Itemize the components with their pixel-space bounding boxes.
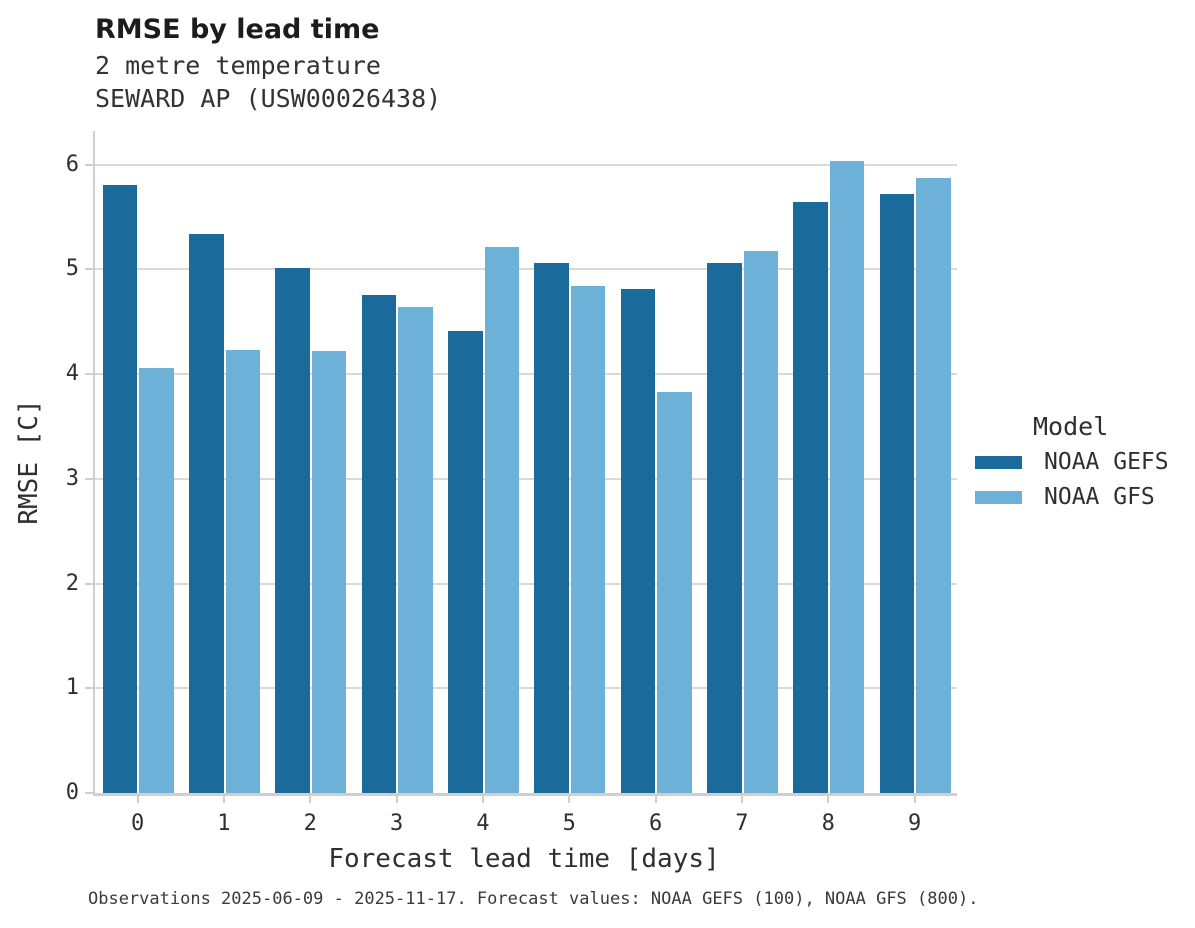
y-tick-mark bbox=[85, 268, 93, 271]
bar-gfs-2 bbox=[311, 350, 347, 793]
y-tick-label: 6 bbox=[65, 151, 79, 177]
bar-gfs-3 bbox=[398, 306, 433, 793]
legend-label-gfs: NOAA GFS bbox=[1044, 484, 1155, 510]
y-tick-mark bbox=[85, 792, 93, 794]
bar-gfs-8 bbox=[829, 161, 865, 793]
x-tick-mark bbox=[222, 796, 225, 803]
bar-gefs-3 bbox=[361, 295, 397, 793]
y-tick-mark bbox=[85, 687, 93, 690]
y-tick-mark bbox=[85, 582, 93, 585]
x-tick-mark bbox=[827, 796, 830, 803]
plot-area: 0 1 2 3 4 5 6 0 1 2 3 4 5 6 7 8 9 bbox=[66, 131, 957, 836]
y-tick-label: 4 bbox=[65, 361, 79, 386]
y-tick-mark bbox=[85, 163, 93, 166]
y-tick-label: 1 bbox=[65, 675, 79, 701]
bar-gfs-1 bbox=[225, 349, 261, 793]
x-tick-mark bbox=[740, 796, 743, 803]
legend-row-gfs: NOAA GFS bbox=[975, 484, 1169, 510]
gridline-y4 bbox=[95, 373, 957, 375]
x-tick-label: 5 bbox=[562, 811, 576, 836]
y-tick-label: 5 bbox=[65, 256, 79, 282]
y-tick-mark bbox=[85, 477, 93, 480]
gridline-y6 bbox=[95, 163, 957, 166]
caption: Observations 2025-06-09 - 2025-11-17. Fo… bbox=[88, 889, 979, 909]
bar-gefs-7 bbox=[707, 262, 742, 793]
gridline-y5 bbox=[95, 268, 957, 271]
bar-gefs-1 bbox=[189, 233, 224, 793]
bar-gefs-9 bbox=[879, 193, 915, 793]
bar-gfs-9 bbox=[916, 178, 951, 793]
legend: Model NOAA GEFS NOAA GFS bbox=[975, 412, 1169, 519]
x-tick-label: 7 bbox=[735, 811, 749, 836]
legend-swatch-gefs-icon bbox=[975, 455, 1022, 469]
x-tick-label: 4 bbox=[476, 811, 490, 836]
x-tick-mark bbox=[395, 796, 398, 803]
y-tick-label: 0 bbox=[65, 780, 79, 805]
x-tick-label: 2 bbox=[303, 811, 317, 836]
chart-subtitle-line1: 2 metre temperature bbox=[95, 51, 381, 80]
x-tick-mark bbox=[136, 796, 139, 803]
bar-gefs-6 bbox=[620, 289, 656, 793]
bar-gfs-5 bbox=[570, 286, 606, 793]
x-tick-label: 1 bbox=[217, 811, 231, 836]
x-tick-label: 9 bbox=[907, 811, 922, 836]
legend-label-gefs: NOAA GEFS bbox=[1044, 449, 1169, 475]
bar-gefs-2 bbox=[275, 268, 310, 793]
legend-swatch-gfs-icon bbox=[975, 490, 1022, 504]
x-tick-mark bbox=[481, 796, 484, 803]
y-tick-label: 2 bbox=[65, 570, 79, 596]
legend-title: Model bbox=[1033, 412, 1109, 441]
gridline-y2 bbox=[95, 582, 957, 585]
bar-gfs-0 bbox=[139, 367, 174, 793]
bar-gfs-4 bbox=[484, 247, 520, 793]
chart-subtitle-line2: SEWARD AP (USW00026438) bbox=[95, 84, 442, 113]
x-axis-title: Forecast lead time [days] bbox=[328, 844, 720, 874]
x-tick-label: 3 bbox=[389, 811, 404, 836]
x-tick-mark bbox=[568, 796, 571, 803]
y-tick-label: 3 bbox=[65, 465, 79, 491]
legend-row-gefs: NOAA GEFS bbox=[975, 449, 1169, 475]
bar-gefs-5 bbox=[534, 262, 569, 793]
gridline-y1 bbox=[95, 687, 957, 690]
bar-gefs-4 bbox=[448, 331, 483, 793]
bar-gfs-6 bbox=[657, 391, 692, 793]
x-tick-mark bbox=[913, 796, 916, 803]
bar-gefs-8 bbox=[793, 202, 828, 793]
chart-title: RMSE by lead time bbox=[95, 14, 380, 45]
x-tick-label: 6 bbox=[648, 811, 663, 836]
x-tick-mark bbox=[654, 796, 657, 803]
y-tick-mark bbox=[85, 373, 93, 375]
x-tick-label: 8 bbox=[821, 811, 835, 836]
gridline-y3 bbox=[95, 477, 957, 480]
bar-gefs-0 bbox=[102, 185, 138, 793]
bar-gfs-7 bbox=[743, 251, 779, 793]
x-tick-mark bbox=[309, 796, 312, 803]
x-tick-label: 0 bbox=[130, 811, 145, 836]
